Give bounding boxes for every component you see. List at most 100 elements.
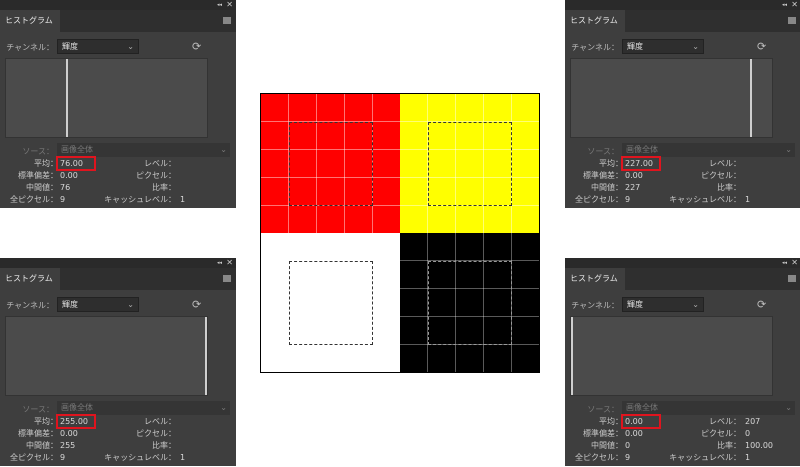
refresh-icon[interactable]: ⟳ [192,40,202,53]
stat-value-mean: 0.00 [625,417,643,426]
channel-select[interactable]: 輝度 ⌄ [57,297,139,312]
mean-highlight-box [56,414,96,429]
stat-value-std: 0.00 [60,429,78,438]
chevron-down-icon: ⌄ [692,42,699,51]
stat-label-std: 標準偏差： [18,171,58,180]
source-value: 画像全体 [61,145,93,154]
panel-menu-icon[interactable] [788,17,796,24]
stat-label-median: 中間値： [591,441,623,450]
tab-histogram[interactable]: ヒストグラム [0,268,60,290]
stat-value-median: 0 [625,441,631,450]
panel-title-bar: ◂◂ ✕ [565,258,800,268]
channel-select[interactable]: 輝度 ⌄ [622,297,704,312]
tab-histogram[interactable]: ヒストグラム [0,10,60,32]
stat-value-pixels: 9 [625,195,631,204]
stat-label-median: 中間値： [26,441,58,450]
panel-title-bar: ◂◂ ✕ [565,0,800,10]
selection-marquee [428,261,512,345]
stat-value-std: 0.00 [625,429,643,438]
tab-histogram[interactable]: ヒストグラム [565,10,625,32]
channel-select[interactable]: 輝度 ⌄ [57,39,139,54]
tab-bar: ヒストグラム [0,268,236,290]
refresh-icon[interactable]: ⟳ [757,298,767,311]
stat-label-cache: キャッシュレベル： [669,453,741,462]
source-select[interactable]: 画像全体 ⌄ [622,401,795,415]
stat-label-percentile: 比率： [152,183,176,192]
stat-label-mean: 平均： [34,417,58,426]
mean-highlight-box [56,156,96,171]
close-icon[interactable]: ✕ [226,0,233,9]
panel-menu-icon[interactable] [223,275,231,282]
double-chevron-icon[interactable]: ◂◂ [781,2,787,8]
tab-histogram[interactable]: ヒストグラム [565,268,625,290]
stat-label-pixels: 全ピクセル： [10,195,58,204]
stat-label-pixels: 全ピクセル： [575,453,623,462]
histogram-bar [65,59,68,137]
stat-value-count: 0 [745,429,751,438]
stat-value-mean: 255.00 [60,417,88,426]
stat-label-count: ピクセル： [136,429,176,438]
selection-marquee [289,122,373,206]
double-chevron-icon[interactable]: ◂◂ [216,260,222,266]
source-value: 画像全体 [626,145,658,154]
stat-value-cache: 1 [745,453,751,462]
channel-value: 輝度 [627,42,643,51]
refresh-icon[interactable]: ⟳ [757,40,767,53]
stat-label-count: ピクセル： [701,171,741,180]
source-label: ソース： [22,147,54,156]
stat-label-std: 標準偏差： [583,171,623,180]
stat-value-cache: 1 [180,453,186,462]
stat-label-mean: 平均： [34,159,58,168]
selection-marquee [289,261,373,345]
stat-label-std: 標準偏差： [583,429,623,438]
source-value: 画像全体 [626,403,658,412]
stat-value-median: 227 [625,183,641,192]
stat-value-pixels: 9 [60,453,66,462]
stat-value-median: 255 [60,441,76,450]
chevron-down-icon: ⌄ [127,300,134,309]
channel-value: 輝度 [627,300,643,309]
double-chevron-icon[interactable]: ◂◂ [216,2,222,8]
stat-label-count: ピクセル： [136,171,176,180]
panel-menu-icon[interactable] [223,17,231,24]
stat-label-percentile: 比率： [717,441,741,450]
histogram-panel-bottom-right: ◂◂ ✕ ヒストグラム チャンネル： 輝度 ⌄ ⟳ ソース： 画像全体 ⌄ 平均： 0.00 標準偏差：… [565,258,800,466]
double-chevron-icon[interactable]: ◂◂ [781,260,787,266]
stat-label-cache: キャッシュレベル： [669,195,741,204]
chevron-down-icon: ⌄ [692,300,699,309]
histogram-graph [5,316,208,396]
stat-label-mean: 平均： [599,159,623,168]
close-icon[interactable]: ✕ [791,258,798,267]
source-select[interactable]: 画像全体 ⌄ [622,143,795,157]
panel-menu-icon[interactable] [788,275,796,282]
stat-label-percentile: 比率： [717,183,741,192]
stat-label-std: 標準偏差： [18,429,58,438]
stat-label-level: レベル： [709,417,741,426]
channel-label: チャンネル： [6,43,54,52]
channel-select[interactable]: 輝度 ⌄ [622,39,704,54]
stat-label-pixels: 全ピクセル： [10,453,58,462]
panel-title-bar: ◂◂ ✕ [0,258,236,268]
channel-value: 輝度 [62,42,78,51]
refresh-icon[interactable]: ⟳ [192,298,202,311]
source-label: ソース： [587,147,619,156]
mean-highlight-box [621,414,661,429]
histogram-graph [570,58,773,138]
stat-value-level: 207 [745,417,761,426]
source-select[interactable]: 画像全体 ⌄ [57,143,230,157]
stat-value-mean: 227.00 [625,159,653,168]
close-icon[interactable]: ✕ [791,0,798,9]
source-select[interactable]: 画像全体 ⌄ [57,401,230,415]
quadrant-black [400,233,539,372]
stat-label-mean: 平均： [599,417,623,426]
channel-label: チャンネル： [571,301,619,310]
source-label: ソース： [22,405,54,414]
stat-label-pixels: 全ピクセル： [575,195,623,204]
close-icon[interactable]: ✕ [226,258,233,267]
stat-value-percentile: 100.00 [745,441,773,450]
stat-label-median: 中間値： [591,183,623,192]
chevron-down-icon: ⌄ [220,145,227,154]
histogram-graph [5,58,208,138]
channel-label: チャンネル： [6,301,54,310]
stat-label-cache: キャッシュレベル： [104,195,176,204]
